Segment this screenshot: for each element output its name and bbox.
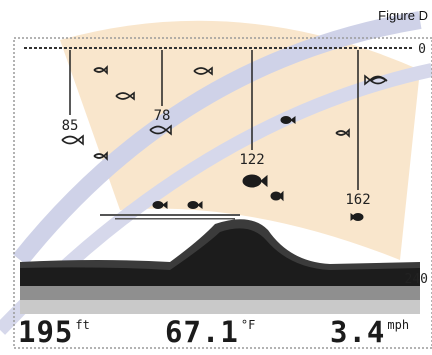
bottom-hump-core xyxy=(20,228,420,300)
fish-icon xyxy=(149,124,172,136)
figure-label: Figure D xyxy=(378,8,428,23)
depth-unit: ft xyxy=(75,318,90,332)
bottom-scale-label: 240 xyxy=(404,272,428,287)
fish-icon xyxy=(93,151,108,161)
fish-icon xyxy=(152,201,164,209)
temperature-readout: 67.1 °F xyxy=(165,315,255,349)
fish-icon xyxy=(335,128,350,138)
depth-readout: 195 ft xyxy=(18,315,90,349)
speed-value: 3.4 xyxy=(330,315,386,349)
watermark-logo xyxy=(0,11,432,335)
fish-symbols xyxy=(61,65,388,161)
fish-icon xyxy=(61,134,84,146)
temperature-value: 67.1 xyxy=(165,315,239,349)
watermark-blue-swoosh-1 xyxy=(12,11,422,266)
fish-icon xyxy=(242,174,262,188)
filled-fish-symbols xyxy=(152,116,364,221)
speed-readout: 3.4 mph xyxy=(330,315,409,349)
fish-depth-label: 78 xyxy=(153,108,171,124)
fish-depth-label: 162 xyxy=(345,192,371,208)
fish-depth-lines xyxy=(69,50,359,190)
bottom-light-band xyxy=(20,300,420,314)
fish-icon xyxy=(280,116,292,124)
depth-value: 195 xyxy=(18,315,74,349)
screen-frame xyxy=(13,37,432,349)
temperature-unit: °F xyxy=(240,318,256,332)
bottom-structure xyxy=(20,219,420,314)
top-scale-label: 0 xyxy=(418,42,426,57)
fish-icon xyxy=(370,76,388,82)
fish-depth-label: 122 xyxy=(239,152,265,168)
fish-icon xyxy=(193,66,213,76)
fish-depth-label: 85 xyxy=(61,118,79,134)
fish-icon xyxy=(115,91,135,101)
fish-icon xyxy=(187,201,199,209)
speed-unit: mph xyxy=(387,318,410,332)
fish-icon xyxy=(93,65,108,75)
thermocline-noise xyxy=(100,214,240,220)
